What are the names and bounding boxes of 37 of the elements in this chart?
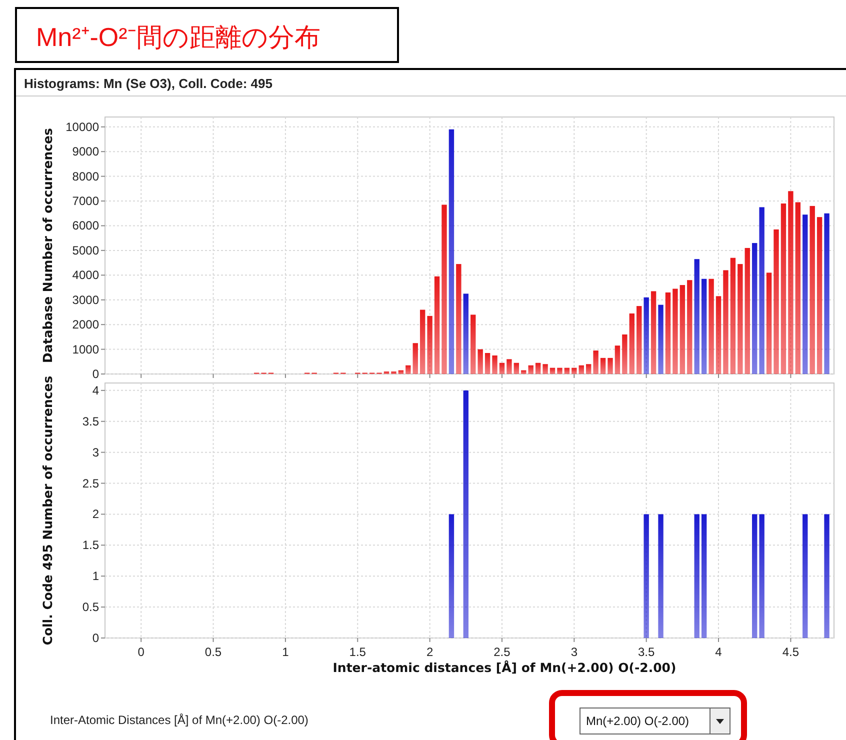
y-tick-label: 3.5 xyxy=(82,414,100,428)
x-tick-label: 2.5 xyxy=(494,645,511,659)
text: Mn(+2.00) O(-2.00) xyxy=(586,714,690,728)
y-tick-label: 3000 xyxy=(72,292,100,307)
y-tick-label: 6000 xyxy=(72,218,100,233)
y-tick-label: 8000 xyxy=(72,169,100,184)
y-tick-label: 1000 xyxy=(72,342,100,356)
y-tick-label: 3 xyxy=(92,445,100,460)
y-tick-label: 0.5 xyxy=(82,600,100,614)
chart-subtitle: Histograms: Mn (Se O3), Coll. Code: 495 xyxy=(24,76,272,91)
x-axis-title: Inter-atomic distances [Å] of Mn(+2.00) O(-2.00) xyxy=(332,660,676,675)
y-tick-label: 2 xyxy=(92,507,100,522)
y-tick-label: 4000 xyxy=(72,268,100,282)
y-tick-label: 4 xyxy=(92,383,100,398)
x-tick-label: 1.5 xyxy=(349,645,366,659)
x-tick-label: 1 xyxy=(282,645,290,659)
y-tick-label: 2000 xyxy=(72,318,100,332)
y-tick-label: 7000 xyxy=(72,194,100,208)
y-tick-label: 10000 xyxy=(66,120,100,134)
x-tick-label: 3 xyxy=(570,645,578,659)
x-tick-label: 4.5 xyxy=(782,645,800,659)
y-tick-label: 0 xyxy=(92,631,100,645)
y-tick-label: 0 xyxy=(92,367,100,381)
x-tick-label: 0 xyxy=(138,645,145,659)
x-tick-label: 4 xyxy=(715,645,722,659)
y-axis-title: Database Number of occurrences xyxy=(40,128,55,363)
y-tick-label: 2.5 xyxy=(82,476,100,490)
y-tick-label: 9000 xyxy=(72,144,100,159)
y-axis-title: Coll. Code 495 Number of occurrences xyxy=(40,376,55,646)
text: Inter-Atomic Distances [Å] of Mn(+2.00) O(-2.00) xyxy=(50,713,308,727)
y-tick-label: 1 xyxy=(92,569,100,584)
x-tick-label: 3.5 xyxy=(638,645,655,659)
x-tick-label: 0.5 xyxy=(204,645,222,659)
chart-title: Mn²⁺-O²⁻間の距離の分布 xyxy=(36,22,320,52)
y-tick-label: 1.5 xyxy=(82,538,100,552)
y-tick-label: 5000 xyxy=(72,243,100,258)
x-tick-label: 2 xyxy=(426,645,434,659)
